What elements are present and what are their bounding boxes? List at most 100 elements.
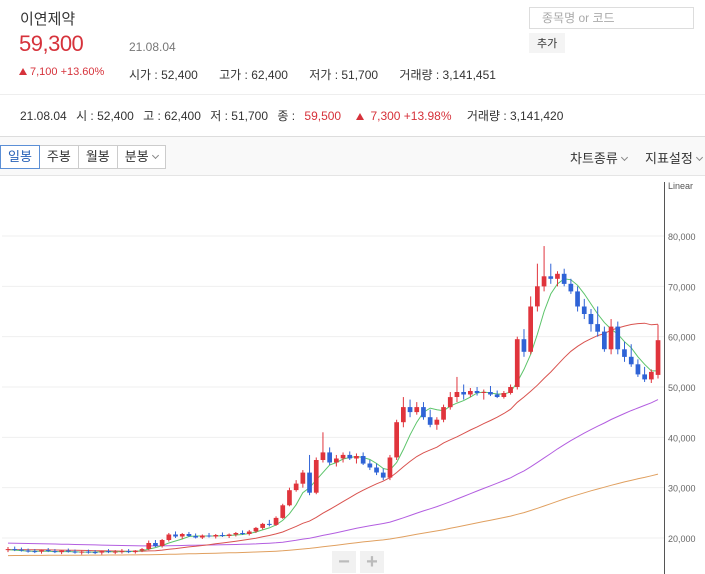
- candle-body: [253, 527, 259, 532]
- chart-type-button[interactable]: 차트종류: [570, 148, 628, 167]
- candle-body: [226, 534, 232, 536]
- high-price: 고가 : 62,400: [219, 68, 288, 82]
- candle-body: [488, 392, 493, 395]
- candle-body: [568, 283, 574, 292]
- candle-body: [280, 505, 286, 518]
- zoom-out-button[interactable]: −: [332, 551, 356, 573]
- candle-body: [153, 543, 158, 546]
- low-price: 저가 : 51,700: [309, 68, 379, 82]
- candle-body: [622, 349, 627, 357]
- candle-body: [615, 326, 621, 350]
- candle-body: [300, 472, 306, 484]
- candle-body: [555, 273, 560, 279]
- ma60-line: [7, 399, 659, 547]
- candle-body: [5, 549, 11, 551]
- search-input[interactable]: [529, 7, 694, 29]
- candle-body: [360, 456, 366, 464]
- candle-body: [327, 452, 332, 463]
- period-tabs: 일봉 주봉 월봉 분봉: [0, 145, 166, 169]
- candle-body: [273, 517, 279, 525]
- candle-body: [642, 374, 647, 380]
- candle-body: [213, 535, 219, 537]
- candle-body: [139, 549, 145, 551]
- candle-body: [421, 407, 426, 418]
- price-chart[interactable]: 80,000 70,000 60,000 50,000 40,000 30,000 20,0…: [0, 176, 705, 574]
- candle-body: [12, 549, 18, 551]
- price-change-value: 7,100 +13.60%: [30, 66, 105, 78]
- daily-summary: 21.08.04 시 : 52,400 고 : 62,400 저 : 51,70…: [20, 107, 569, 124]
- candle-body: [112, 551, 118, 553]
- candle-body: [401, 407, 406, 423]
- candle-body: [461, 392, 466, 395]
- candle-body: [126, 551, 131, 553]
- candle-body: [287, 490, 292, 506]
- candle-body: [380, 472, 386, 478]
- up-triangle-icon: [19, 68, 27, 75]
- candle-body: [474, 391, 480, 393]
- candle-body: [427, 417, 433, 425]
- candle-body: [528, 306, 533, 352]
- candle-body: [521, 339, 527, 352]
- candle-body: [79, 551, 85, 553]
- candle-body: [628, 356, 634, 365]
- candle-body: [106, 551, 111, 553]
- daily-date: 21.08.04: [20, 109, 67, 123]
- candle-body: [468, 391, 473, 395]
- candle-body: [575, 291, 580, 307]
- candle-body: [166, 534, 172, 540]
- candle-body: [267, 523, 272, 525]
- daily-change-value: 7,300 +13.98%: [370, 109, 452, 123]
- candle-body: [293, 483, 299, 491]
- current-price: 59,300: [19, 31, 84, 56]
- candle-body: [608, 326, 614, 350]
- candle-body: [193, 536, 198, 538]
- y-tick-label: 40,000: [668, 433, 696, 443]
- candle-body: [414, 407, 420, 413]
- daily-close: 종 : 59,500: [277, 109, 347, 123]
- candle-body: [260, 523, 265, 528]
- zoom-in-button[interactable]: +: [360, 551, 384, 573]
- ma20-line: [8, 322, 659, 552]
- candle-body: [334, 458, 339, 463]
- candle-body: [635, 364, 641, 375]
- candle-body: [200, 535, 205, 538]
- ma5-line: [7, 278, 658, 553]
- candle-body: [441, 407, 446, 420]
- y-tick-label: 60,000: [668, 333, 696, 343]
- chevron-down-icon: [620, 153, 628, 162]
- scale-label: Linear: [668, 181, 693, 191]
- tab-daily[interactable]: 일봉: [0, 145, 40, 169]
- candle-body: [173, 534, 178, 537]
- candle-body: [541, 276, 547, 287]
- add-button[interactable]: 추가: [529, 33, 566, 53]
- chart-toolbar: 일봉 주봉 월봉 분봉 차트종류 지표설정: [0, 137, 705, 176]
- daily-open: 시 : 52,400: [76, 109, 134, 123]
- candle-body: [32, 551, 38, 553]
- candle-body: [514, 339, 520, 387]
- candle-body: [447, 397, 453, 408]
- candle-body: [66, 550, 71, 552]
- candle-body: [92, 552, 98, 554]
- candle-body: [588, 314, 594, 325]
- candle-body: [133, 550, 138, 553]
- price-change: 7,100 +13.60%: [19, 66, 104, 78]
- candle-body: [655, 340, 661, 375]
- candle-body: [179, 534, 185, 537]
- chart-type-label: 차트종류: [570, 151, 618, 166]
- candle-body: [313, 460, 319, 493]
- tab-minute-label: 분봉: [124, 149, 149, 164]
- candle-body: [45, 550, 51, 552]
- tab-monthly[interactable]: 월봉: [77, 145, 118, 169]
- indicator-settings-label: 지표설정: [645, 151, 693, 166]
- chevron-down-icon: [695, 153, 703, 162]
- candle-body: [494, 394, 500, 397]
- candle-body: [206, 535, 212, 537]
- y-tick-label: 20,000: [668, 534, 696, 544]
- indicator-settings-button[interactable]: 지표설정: [645, 148, 703, 167]
- candle-body: [52, 551, 58, 553]
- tab-weekly[interactable]: 주봉: [38, 145, 79, 169]
- open-price: 시가 : 52,400: [129, 68, 198, 82]
- tab-minute[interactable]: 분봉: [116, 145, 166, 169]
- candle-body: [307, 472, 312, 493]
- candle-body: [548, 276, 554, 279]
